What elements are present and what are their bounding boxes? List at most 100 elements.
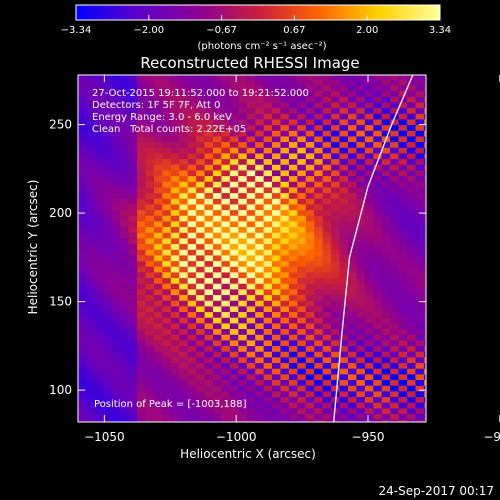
heatmap-cell (179, 167, 189, 177)
heatmap-cell (339, 331, 349, 341)
heatmap-cell (398, 371, 408, 381)
heatmap-cell (356, 195, 366, 205)
heatmap-cell (339, 223, 349, 233)
heatmap-cell (145, 308, 155, 318)
heatmap-cell (288, 82, 298, 92)
heatmap-cell (381, 365, 391, 375)
heatmap-cell (364, 371, 374, 381)
heatmap-cell (128, 348, 138, 358)
heatmap-cell (162, 246, 172, 256)
heatmap-cell (246, 223, 256, 233)
heatmap-cell (246, 99, 256, 109)
heatmap-cell (179, 212, 189, 222)
heatmap-cell (94, 82, 104, 92)
heatmap-cell (78, 150, 88, 160)
heatmap-cell (221, 325, 231, 335)
heatmap-cell (288, 371, 298, 381)
heatmap-cell (305, 99, 315, 109)
heatmap-cell (398, 206, 408, 216)
heatmap-cell (255, 303, 265, 313)
heatmap-cell (381, 121, 391, 131)
heatmap-cell (331, 252, 341, 262)
heatmap-cell (331, 172, 341, 182)
heatmap-cell (314, 393, 324, 403)
heatmap-cell (137, 75, 147, 80)
heatmap-cell (204, 133, 214, 143)
heatmap-cell (246, 121, 256, 131)
heatmap-cell (280, 297, 290, 307)
heatmap-cell (407, 206, 417, 216)
heatmap-cell (179, 138, 189, 148)
heatmap-cell (347, 257, 357, 267)
heatmap-cell (288, 110, 298, 120)
heatmap-cell (272, 87, 282, 97)
heatmap-cell (423, 121, 426, 131)
heatmap-cell (179, 257, 189, 267)
heatmap-cell (179, 121, 189, 131)
heatmap-cell (407, 325, 417, 335)
heatmap-cell (221, 280, 231, 290)
heatmap-cell (423, 320, 426, 330)
heatmap-cell (263, 99, 273, 109)
heatmap-cell (364, 354, 374, 364)
heatmap-cell (398, 291, 408, 301)
heatmap-cell (398, 393, 408, 403)
heatmap-cell (229, 388, 239, 398)
heatmap-cell (204, 297, 214, 307)
heatmap-cell (204, 127, 214, 137)
heatmap-cell (280, 87, 290, 97)
heatmap-cell (111, 325, 121, 335)
heatmap-cell (314, 82, 324, 92)
heatmap-cell (381, 172, 391, 182)
heatmap-cell (128, 133, 138, 143)
heatmap-cell (356, 280, 366, 290)
heatmap-cell (94, 399, 104, 409)
heatmap-cell (221, 371, 231, 381)
heatmap-cell (272, 121, 282, 131)
heatmap-cell (322, 274, 332, 284)
heatmap-cell (170, 121, 180, 131)
heatmap-cell (78, 87, 88, 97)
heatmap-cell (187, 263, 197, 273)
heatmap-cell (331, 291, 341, 301)
heatmap-cell (86, 382, 96, 392)
heatmap-cell (373, 325, 383, 335)
heatmap-cell (373, 212, 383, 222)
heatmap-cell (137, 133, 147, 143)
heatmap-cell (305, 195, 315, 205)
heatmap-cell (120, 110, 130, 120)
heatmap-cell (407, 269, 417, 279)
heatmap-cell (415, 229, 425, 239)
heatmap-cell (339, 121, 349, 131)
heatmap-cell (381, 240, 391, 250)
heatmap-cell (305, 229, 315, 239)
heatmap-cell (423, 178, 426, 188)
heatmap-cell (221, 184, 231, 194)
heatmap-cell (263, 104, 273, 114)
heatmap-cell (229, 365, 239, 375)
heatmap-cell (305, 76, 315, 86)
heatmap-cell (170, 388, 180, 398)
heatmap-cell (331, 116, 341, 126)
heatmap-cell (356, 116, 366, 126)
heatmap-cell (415, 87, 425, 97)
x-tick-label: −1050 (84, 430, 125, 444)
heatmap-cell (272, 269, 282, 279)
heatmap-cell (297, 82, 307, 92)
heatmap-cell (94, 240, 104, 250)
heatmap-cell (103, 354, 113, 364)
heatmap-cell (297, 144, 307, 154)
heatmap-cell (415, 359, 425, 369)
heatmap-cell (322, 195, 332, 205)
heatmap-cell (86, 167, 96, 177)
heatmap-cell (297, 405, 307, 415)
heatmap-cell (78, 405, 88, 415)
heatmap-cell (128, 308, 138, 318)
heatmap-cell (86, 393, 96, 403)
heatmap-cell (153, 93, 163, 103)
heatmap-cell (356, 291, 366, 301)
heatmap-cell (120, 314, 130, 324)
heatmap-cell (246, 320, 256, 330)
heatmap-cell (187, 314, 197, 324)
heatmap-cell (86, 359, 96, 369)
